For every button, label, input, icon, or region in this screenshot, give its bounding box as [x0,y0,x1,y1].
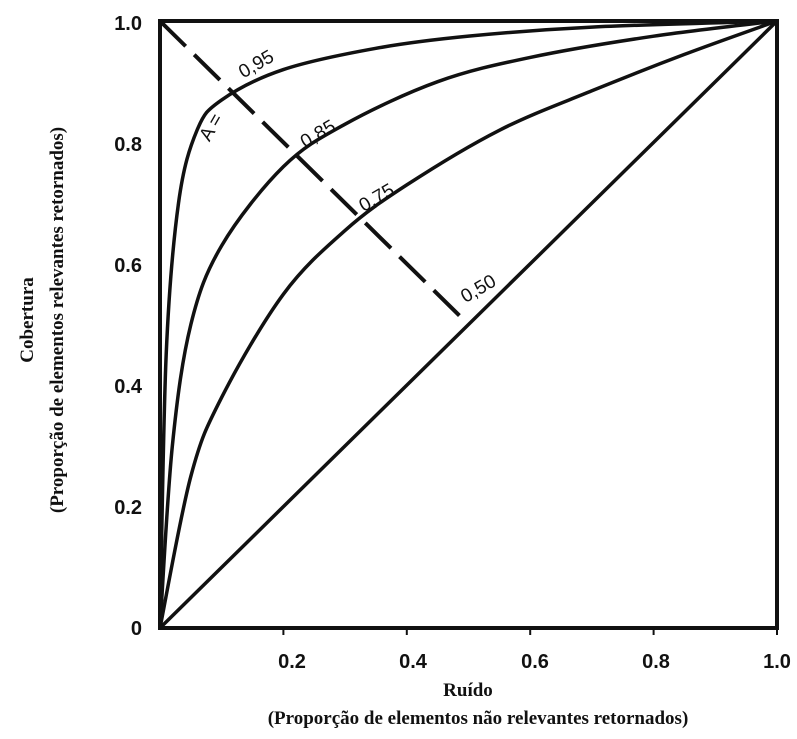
x-axis-sublabel: (Proporção de elementos não relevantes r… [268,708,689,729]
y-tick-0-8: 0.8 [114,134,142,156]
plot-frame [158,19,779,630]
x-tick-0-6: 0.6 [521,651,549,673]
axis-lines [158,19,779,630]
x-tick-0-4: 0.4 [399,651,428,673]
x-tick-1-0: 1.0 [763,651,791,673]
roc-curve-0-95 [158,19,778,629]
x-tick-0-2: 0.2 [278,651,306,673]
x-axis-label: Ruído [443,680,493,701]
x-tick-labels: 0.2 0.4 0.6 0.8 1.0 [278,651,791,673]
y-tick-0-2: 0.2 [114,497,142,519]
y-axis-sublabel: (Proporção de elementos relevantes retor… [47,127,68,513]
x-tick-0-8: 0.8 [642,651,670,673]
y-axis-label: Cobertura [17,277,38,363]
y-tick-labels: 0 0.2 0.4 0.6 0.8 1.0 [114,13,143,640]
y-tick-0-4: 0.4 [114,376,143,398]
annotation-layer: 0,950,850,750,50A = [196,46,500,307]
series-layer [158,19,779,635]
y-tick-1-0: 1.0 [114,13,142,35]
iso-dashed-line [158,19,470,326]
y-tick-0: 0 [131,618,142,640]
auc-equals-label: A = [196,110,228,145]
curve-label-0-75: 0,75 [356,180,399,217]
x-axis-title: Ruído (Proporção de elementos não releva… [268,680,689,729]
curve-label-0-85: 0,85 [297,116,340,153]
y-tick-0-6: 0.6 [114,255,142,277]
roc-curve-0-85 [158,19,778,629]
y-axis-title: Cobertura (Proporção de elementos releva… [17,127,68,513]
curve-label-0-95: 0,95 [235,46,278,83]
roc-curve-0-75 [158,19,778,629]
